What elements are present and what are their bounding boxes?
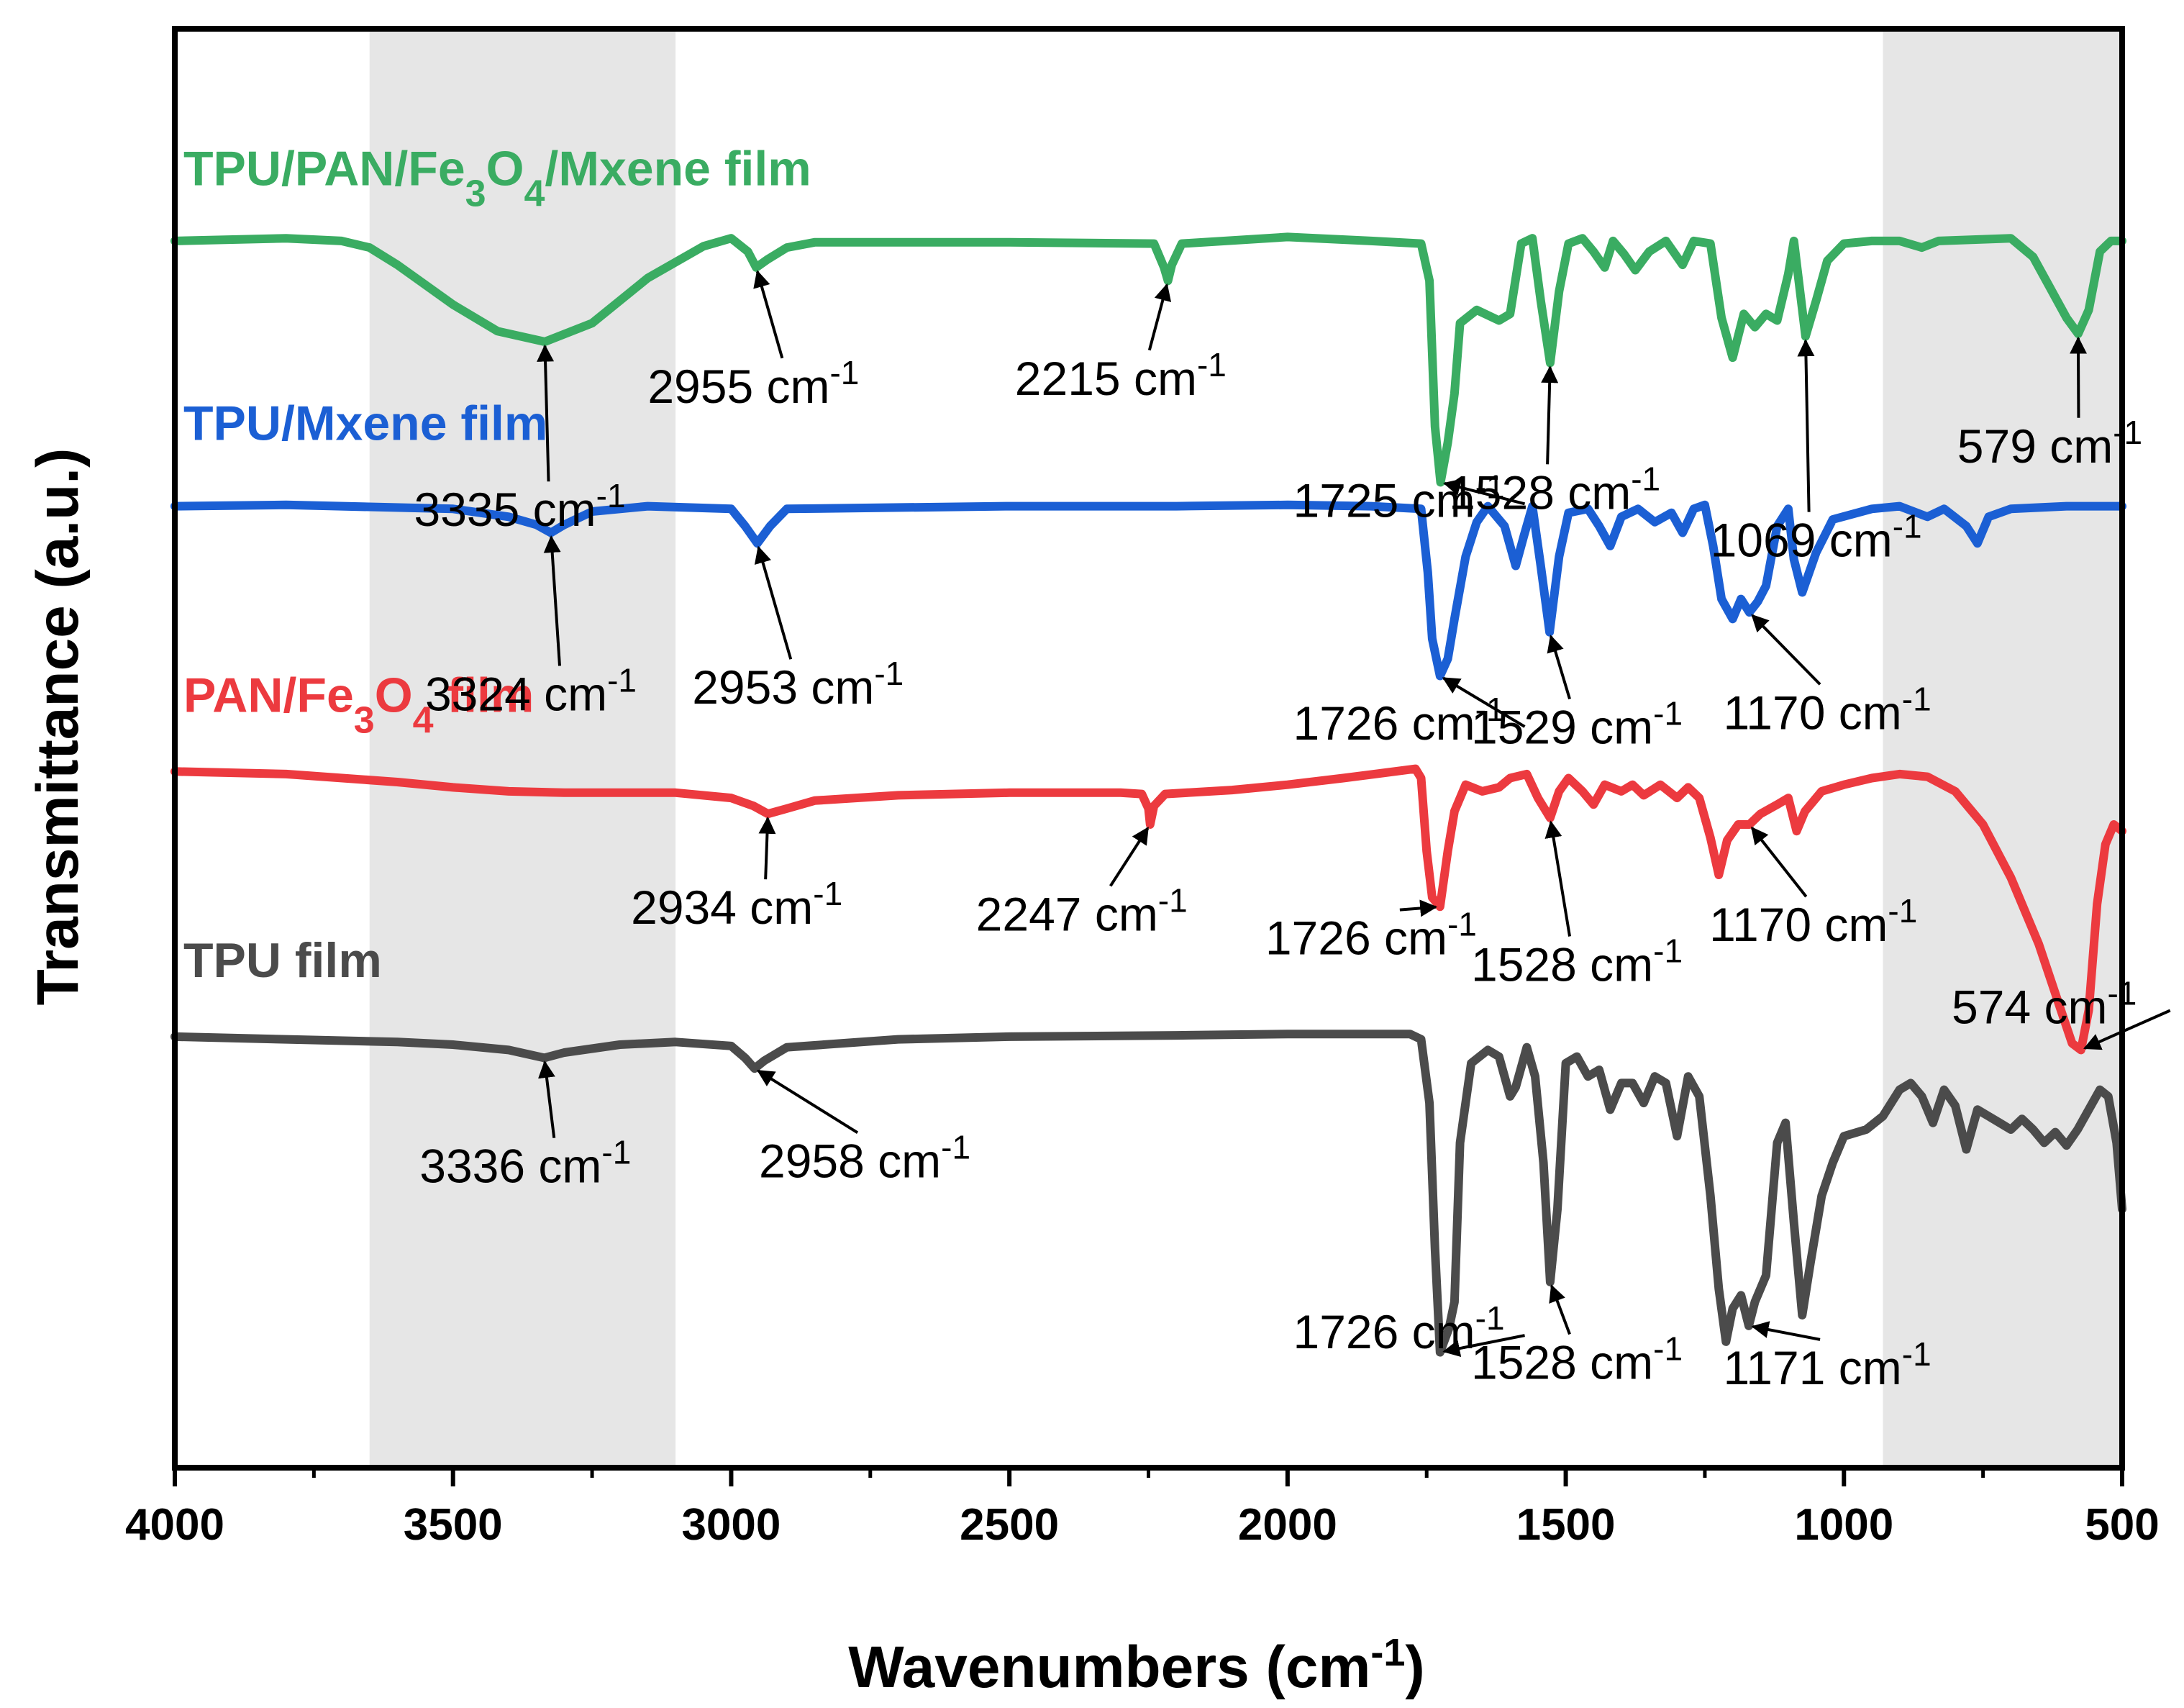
peak-label: 2215 cm-1 xyxy=(1015,346,1227,405)
peak-label: 2934 cm-1 xyxy=(631,875,842,934)
peak-annotation: 3324 cm-1 xyxy=(425,535,637,720)
peak-annotation: 2934 cm-1 xyxy=(631,816,842,934)
shaded-region xyxy=(369,29,676,1468)
peak-annotation: 1528 cm-1 xyxy=(1449,365,1660,519)
peak-label: 2247 cm-1 xyxy=(976,881,1188,940)
peak-label: 1726 cm-1 xyxy=(1293,691,1505,750)
peak-label: 1170 cm-1 xyxy=(1709,892,1917,951)
x-tick-label: 1500 xyxy=(1516,1500,1616,1550)
peak-label: 1528 cm-1 xyxy=(1471,932,1683,991)
peak-arrow xyxy=(1751,1321,1821,1341)
peak-annotation: 1528 cm-1 xyxy=(1471,1284,1683,1389)
x-tick-label: 3500 xyxy=(404,1500,503,1550)
peak-annotation: 1171 cm-1 xyxy=(1724,1321,1932,1394)
peak-annotation: 1726 cm-1 xyxy=(1265,899,1477,965)
peak-label: 1171 cm-1 xyxy=(1724,1335,1932,1394)
x-tick-label: 2500 xyxy=(960,1500,1059,1550)
peak-annotation: 1170 cm-1 xyxy=(1724,614,1932,739)
series-line xyxy=(170,764,2126,1055)
series-label: TPU film xyxy=(183,933,382,988)
peak-annotation: 1726 cm-1 xyxy=(1293,1299,1525,1358)
peak-arrow xyxy=(754,545,793,660)
series-line xyxy=(170,500,2126,681)
series-label: TPU/Mxene film xyxy=(183,396,547,450)
peak-annotation: 3336 cm-1 xyxy=(419,1060,631,1193)
peak-label: 1726 cm-1 xyxy=(1265,906,1477,965)
peak-arrow xyxy=(1549,1284,1571,1335)
peak-arrow xyxy=(1547,635,1571,700)
peak-annotation: 2953 cm-1 xyxy=(692,545,904,714)
peak-annotation: 2955 cm-1 xyxy=(647,270,859,413)
peak-arrow xyxy=(538,1060,556,1138)
series-label: TPU/PAN/Fe3O4/Mxene film xyxy=(183,142,811,215)
axis-layer: 4000 3500 3000 2500 2000 1500 1000 500 xyxy=(125,26,2160,1550)
peak-annotation: 2247 cm-1 xyxy=(976,827,1188,940)
peak-arrow xyxy=(1797,339,1815,512)
y-axis-title: Transmittance (a.u.) xyxy=(25,448,91,1006)
peak-arrow xyxy=(2083,1009,2171,1050)
peak-label: 2958 cm-1 xyxy=(759,1128,970,1187)
x-axis-title: Wavenumbers (cm-1) xyxy=(848,1631,1424,1700)
peak-annotation: 1170 cm-1 xyxy=(1709,826,1917,951)
peak-arrow xyxy=(1544,820,1572,937)
series-layer: TPU/PAN/Fe3O4/Mxene film TPU/Mxene film PA… xyxy=(170,142,2126,1357)
peak-annotation: 1725 cm-1 xyxy=(1293,468,1526,527)
peak-label: 1170 cm-1 xyxy=(1724,680,1932,739)
peak-label: 579 cm-1 xyxy=(1957,414,2142,473)
x-tick-label: 2000 xyxy=(1238,1500,1337,1550)
peak-label: 3335 cm-1 xyxy=(414,477,626,536)
peak-annotation: 1069 cm-1 xyxy=(1711,339,1922,567)
peak-label: 3336 cm-1 xyxy=(419,1134,631,1193)
peak-annotation: 1726 cm-1 xyxy=(1293,676,1526,750)
peak-arrow xyxy=(537,344,555,482)
peak-arrow xyxy=(543,535,561,666)
peak-arrow xyxy=(1147,283,1172,351)
peak-label: 1069 cm-1 xyxy=(1711,508,1922,567)
series-line xyxy=(170,1030,2126,1357)
peak-label: 2955 cm-1 xyxy=(647,354,859,413)
peak-arrow xyxy=(1541,365,1559,465)
peak-arrow xyxy=(1442,676,1526,728)
shaded-region xyxy=(1883,29,2122,1468)
peak-arrow xyxy=(1751,614,1821,686)
peak-label: 1528 cm-1 xyxy=(1471,1330,1683,1389)
peak-label: 2953 cm-1 xyxy=(692,655,904,714)
x-tick-label: 3000 xyxy=(681,1500,781,1550)
x-tick-label: 4000 xyxy=(125,1500,224,1550)
shaded-regions xyxy=(369,29,2122,1468)
peak-arrow xyxy=(1399,899,1438,917)
peak-arrow xyxy=(2070,336,2088,418)
peak-annotation: 2215 cm-1 xyxy=(1015,283,1227,405)
peak-arrow xyxy=(758,816,776,880)
peak-label: 3324 cm-1 xyxy=(425,661,637,720)
peak-arrow xyxy=(1750,826,1808,898)
peak-annotation: 579 cm-1 xyxy=(1957,336,2142,473)
peak-arrow xyxy=(1442,1334,1525,1357)
series-line xyxy=(170,232,2126,487)
x-tick-label: 500 xyxy=(2085,1500,2159,1550)
peak-annotation: 1529 cm-1 xyxy=(1471,635,1683,754)
peak-annotation: 3335 cm-1 xyxy=(414,344,626,536)
peak-label: 1528 cm-1 xyxy=(1449,460,1660,519)
x-tick-label: 1000 xyxy=(1794,1500,1893,1550)
peak-annotation: 2958 cm-1 xyxy=(756,1069,970,1187)
peak-label: 1726 cm-1 xyxy=(1293,1299,1505,1358)
peak-arrow xyxy=(756,1069,859,1135)
peak-arrow xyxy=(753,270,784,359)
series-label: PAN/Fe3O4 film xyxy=(183,668,534,741)
peak-arrow xyxy=(1443,478,1526,506)
peak-annotation: 1528 cm-1 xyxy=(1471,820,1683,991)
peak-arrow xyxy=(1109,827,1150,887)
peak-label: 1529 cm-1 xyxy=(1471,695,1683,754)
